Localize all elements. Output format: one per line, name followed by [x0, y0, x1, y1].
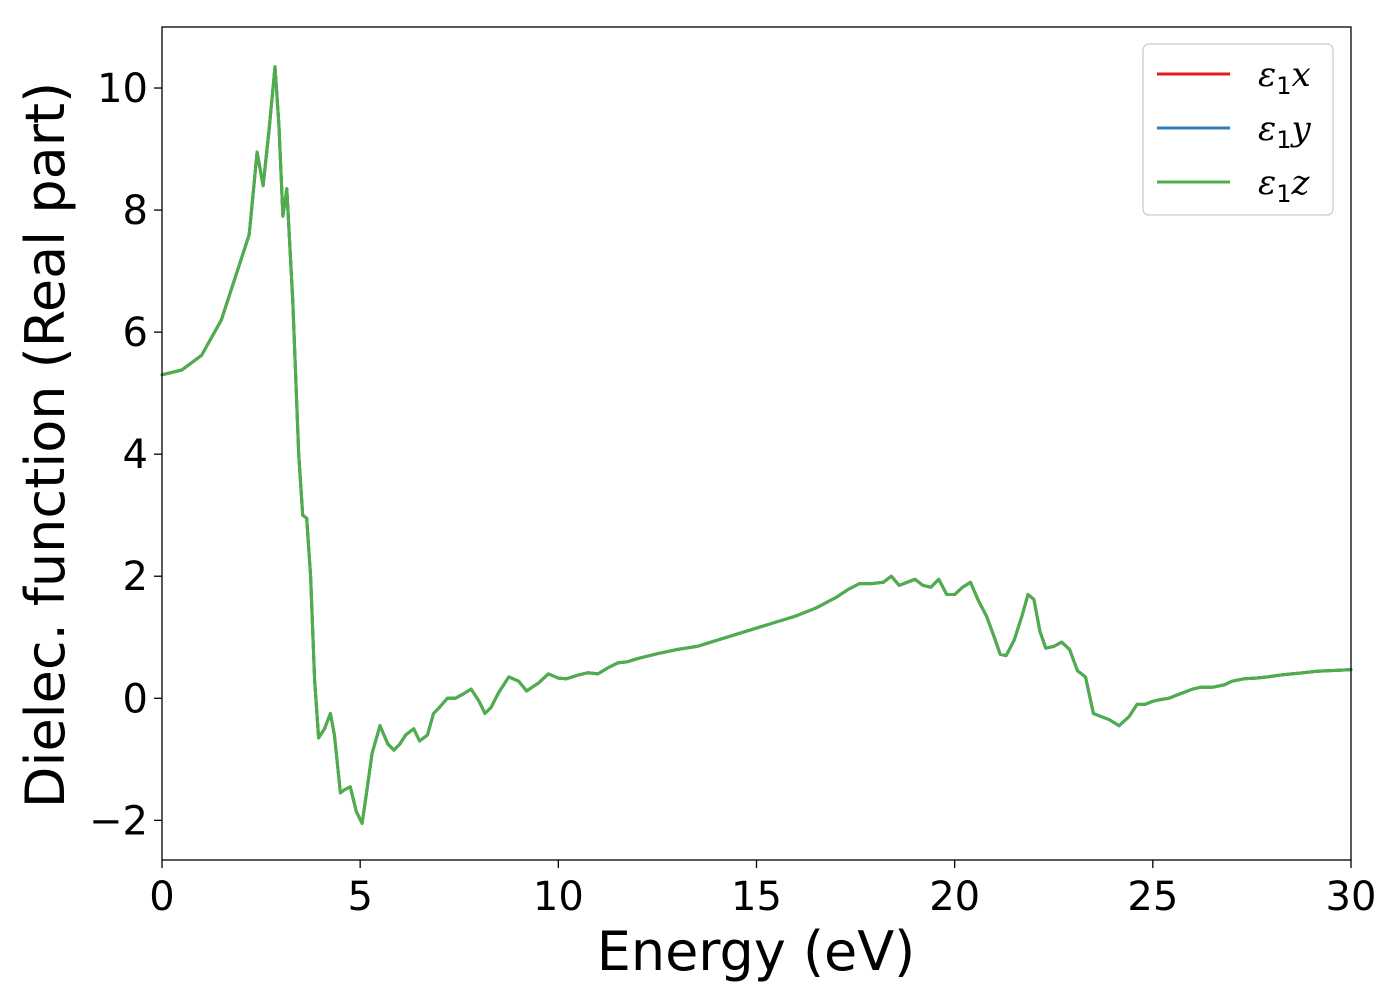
legend-label-y: ε1y	[1258, 109, 1312, 154]
y-tick-label: 6	[123, 310, 148, 356]
x-tick-label: 20	[929, 874, 980, 920]
legend-label-x: ε1x	[1258, 55, 1311, 100]
y-tick-label: 0	[123, 676, 148, 722]
x-tick-label: 15	[731, 874, 782, 920]
series-layer	[160, 65, 1353, 825]
y-tick-label: 4	[123, 432, 148, 478]
legend-label-z: ε1z	[1258, 163, 1311, 208]
y-axis-ticks: −2 0 2 4 6 8 10	[89, 66, 162, 844]
x-tick-label: 0	[149, 874, 174, 920]
y-tick-label: −2	[89, 798, 148, 844]
x-tick-label: 25	[1127, 874, 1178, 920]
legend-box	[1142, 43, 1334, 216]
y-tick-label: 2	[123, 554, 148, 600]
series-line-z	[160, 65, 1353, 825]
legend: ε1x ε1y ε1z	[1142, 43, 1334, 216]
x-tick-label: 5	[347, 874, 372, 920]
x-tick-label: 30	[1326, 874, 1377, 920]
x-axis-label: Energy (eV)	[597, 920, 916, 983]
y-tick-label: 8	[123, 188, 148, 234]
y-tick-label: 10	[97, 66, 148, 112]
x-axis-ticks: 0 5 10 15 20 25 30	[149, 860, 1376, 920]
x-tick-label: 10	[533, 874, 584, 920]
y-axis-label: Dielec. function (Real part)	[14, 82, 77, 808]
